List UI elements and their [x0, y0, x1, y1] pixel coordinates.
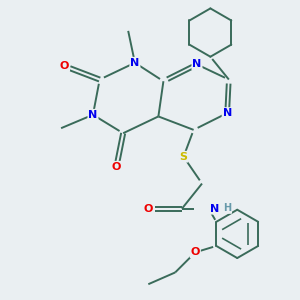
Text: O: O — [144, 204, 153, 214]
Text: N: N — [223, 108, 232, 118]
Text: S: S — [180, 152, 188, 162]
Text: O: O — [190, 247, 200, 257]
Text: N: N — [210, 204, 219, 214]
Text: H: H — [223, 203, 231, 213]
Text: N: N — [192, 59, 202, 69]
Text: N: N — [88, 110, 98, 120]
Text: O: O — [112, 162, 121, 172]
Text: O: O — [60, 61, 69, 71]
Text: N: N — [130, 58, 140, 68]
